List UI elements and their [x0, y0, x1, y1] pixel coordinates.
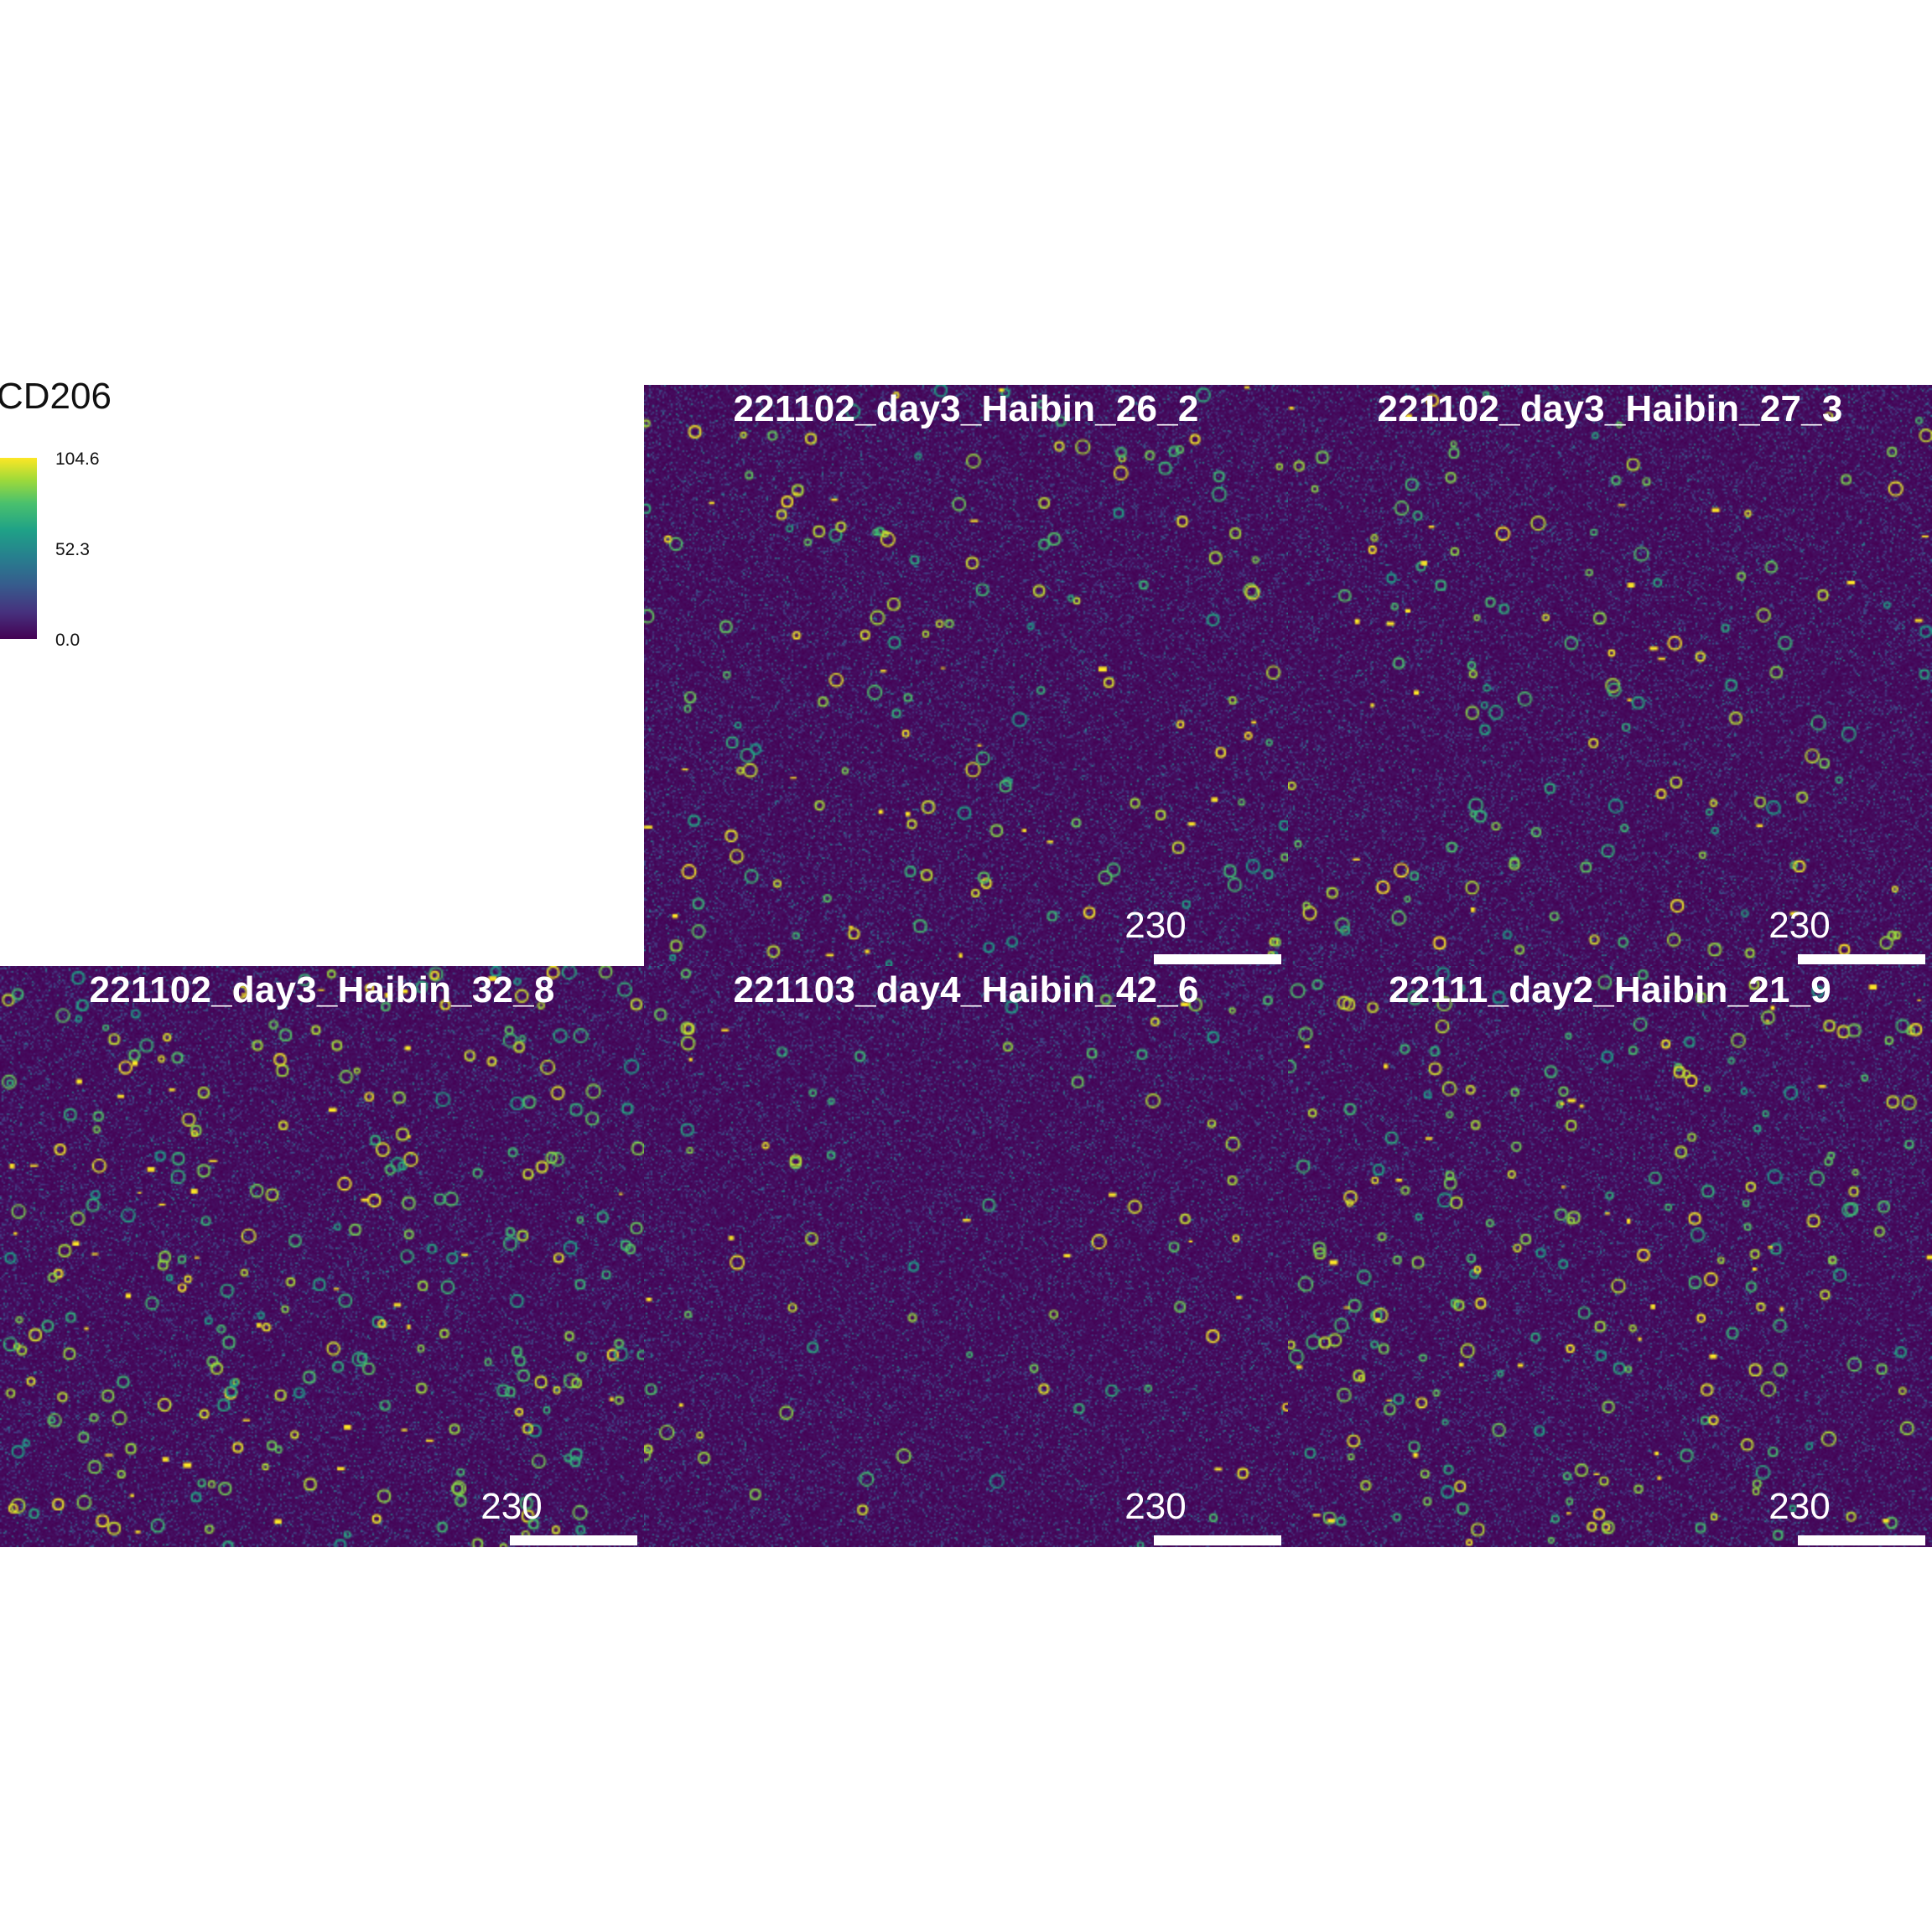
panel-title-4: 221103_day4_Haibin_42_6 [733, 969, 1199, 1010]
panel-title-1: 221102_day3_Haibin_26_2 [733, 388, 1199, 429]
scale-bar-1 [1154, 954, 1281, 964]
legend-color-ramp [0, 458, 37, 639]
image-panel-2: 221102_day3_Haibin_27_3 230 [1288, 385, 1932, 966]
image-panel-4: 221103_day4_Haibin_42_6 230 [644, 966, 1288, 1547]
image-panel-5: 22111_day2_Haibin_21_9 230 [1288, 966, 1932, 1547]
scale-label-2: 230 [1768, 905, 1831, 946]
colorbar-legend: CD206 104.6 52.3 0.0 [0, 376, 168, 661]
scale-bar-4 [1154, 1535, 1281, 1545]
panel-image-2 [1288, 385, 1932, 966]
panel-title-5: 22111_day2_Haibin_21_9 [1389, 969, 1831, 1010]
scale-label-5: 230 [1768, 1486, 1831, 1527]
panel-title-2: 221102_day3_Haibin_27_3 [1377, 388, 1843, 429]
scale-bar-2 [1798, 954, 1925, 964]
scale-label-4: 230 [1124, 1486, 1187, 1527]
panel-image-5 [1288, 966, 1932, 1547]
legend-tick-min: 0.0 [55, 631, 80, 650]
panel-image-1 [644, 385, 1288, 966]
panel-title-3: 221102_day3_Haibin_32_8 [89, 969, 555, 1010]
legend-tick-mid: 52.3 [55, 540, 90, 559]
image-panel-1: 221102_day3_Haibin_26_2 230 [644, 385, 1288, 966]
scale-bar-3 [510, 1535, 637, 1545]
legend-tick-max: 104.6 [55, 449, 100, 469]
panel-image-4 [644, 966, 1288, 1547]
scale-bar-5 [1798, 1535, 1925, 1545]
scale-label-1: 230 [1124, 905, 1187, 946]
legend-title: CD206 [0, 376, 112, 417]
panel-image-3 [0, 966, 644, 1547]
scale-label-3: 230 [480, 1486, 543, 1527]
image-panel-3: 221102_day3_Haibin_32_8 230 [0, 966, 644, 1547]
